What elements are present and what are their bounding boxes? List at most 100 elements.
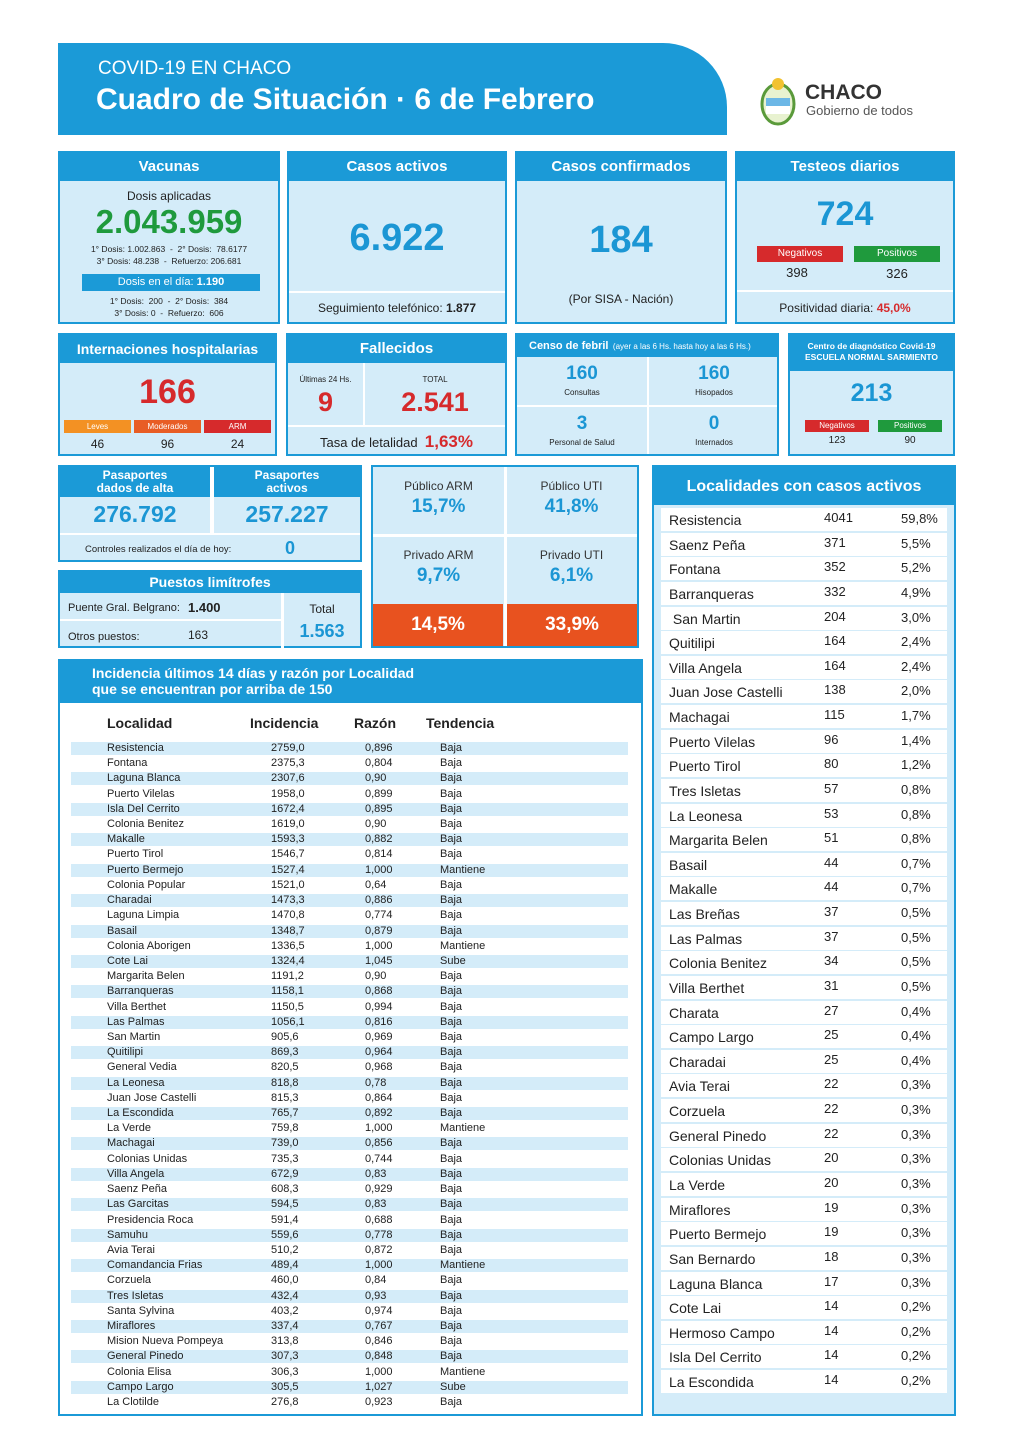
- card-title: Fallecidos: [288, 335, 505, 363]
- table-cell: 1546,7: [271, 848, 305, 861]
- table-cell: 305,5: [271, 1380, 299, 1393]
- cell-count: 115: [824, 707, 845, 723]
- day-label: Dosis en el día:: [117, 276, 194, 288]
- cell-share: 0,2%: [901, 1348, 931, 1364]
- table-cell: 1,000: [365, 1259, 393, 1272]
- table-cell: Baja: [440, 1396, 463, 1409]
- cell-share: 2,0%: [901, 683, 931, 699]
- table-cell: 591,4: [271, 1213, 299, 1226]
- cell-share: 0,5%: [901, 905, 931, 921]
- otros-value: 163: [188, 628, 209, 642]
- table-cell: 307,3: [271, 1350, 299, 1363]
- censo-period: (ayer a las 6 Hs. hasta hoy a las 6 Hs.): [612, 342, 751, 351]
- controles-label: Controles realizados el día de hoy:: [85, 544, 232, 555]
- table-row: Charadai 25 0,4%: [661, 1049, 947, 1073]
- table-cell: Baja: [440, 985, 463, 998]
- cell-name: La Verde: [669, 1177, 726, 1193]
- cell-share: 0,4%: [901, 1028, 931, 1044]
- note-value: 1.877: [446, 301, 477, 315]
- alta-value: 276.792: [93, 501, 177, 527]
- vacunas-detail: 3° Dosis: 48.238 - Refuerzo: 206.681: [96, 256, 242, 266]
- table-row: Barranqueras 332 4,9%: [661, 581, 947, 605]
- cell-count: 44: [824, 879, 839, 895]
- table-cell: Mantiene: [440, 1122, 486, 1135]
- table-cell: Baja: [440, 848, 463, 861]
- day-detail: 1° Dosis: 200 - 2° Dosis: 384: [109, 296, 229, 306]
- negativos-pill: Negativos: [757, 246, 843, 262]
- row-stripe: [71, 894, 628, 908]
- table-cell: 0,93: [365, 1289, 387, 1302]
- cell-count: 27: [824, 1002, 839, 1018]
- table-cell: 0,90: [365, 772, 387, 785]
- divider: [281, 593, 284, 648]
- table-cell: Isla Del Cerrito: [107, 802, 180, 815]
- table-cell: 815,3: [271, 1091, 299, 1104]
- table-cell: 905,6: [271, 1030, 299, 1043]
- table-cell: 276,8: [271, 1396, 299, 1409]
- rate-label: Tasa de letalidad: [319, 435, 418, 450]
- table-row: Colonias Unidas 20 0,3%: [661, 1148, 947, 1172]
- divider: [373, 534, 637, 537]
- card-title: Censo de febril: [529, 340, 609, 352]
- positivos-value: 326: [886, 266, 908, 281]
- censo-label: Hisopados: [695, 388, 733, 397]
- table-cell: Barranqueras: [107, 985, 174, 998]
- table-cell: La Escondida: [107, 1107, 174, 1120]
- severity-value: 46: [90, 437, 105, 451]
- cell-count: 31: [824, 977, 839, 993]
- table-cell: 460,0: [271, 1274, 299, 1287]
- activos-card: Casos activos 6.922 Seguimiento telefóni…: [287, 151, 507, 324]
- cell-share: 0,5%: [901, 978, 931, 994]
- label-line: activos: [266, 481, 308, 495]
- cell-label: Público ARM: [404, 479, 473, 493]
- cell-name: Saenz Peña: [669, 536, 746, 553]
- table-cell: Baja: [440, 1061, 463, 1074]
- cell-share: 5,5%: [901, 535, 931, 551]
- table-cell: Baja: [440, 1137, 463, 1150]
- cell-value: 9,7%: [416, 565, 461, 586]
- table-cell: 337,4: [271, 1319, 299, 1332]
- cell-label: Público UTI: [540, 479, 603, 493]
- table-cell: Basail: [107, 924, 137, 937]
- table-cell: Margarita Belen: [107, 970, 185, 983]
- table-cell: Puerto Tirol: [107, 848, 164, 861]
- table-cell: 1521,0: [271, 878, 305, 891]
- table-row: Campo Largo 25 0,4%: [661, 1025, 947, 1049]
- cell-name: Margarita Belen: [669, 832, 768, 849]
- card-title: Testeos diarios: [737, 153, 953, 181]
- table-cell: Laguna Limpia: [107, 909, 180, 922]
- cell-name: San Martin: [669, 610, 741, 627]
- table-cell: 489,4: [271, 1259, 299, 1272]
- row-stripe: [71, 985, 628, 999]
- cell-name: Juan Jose Castelli: [669, 684, 783, 701]
- table-cell: 1,000: [365, 1122, 393, 1135]
- table-cell: Mision Nueva Pompeya: [107, 1335, 224, 1348]
- table-cell: Baja: [440, 1091, 463, 1104]
- table-cell: Baja: [440, 1319, 463, 1332]
- cell-name: Tres Isletas: [669, 782, 741, 799]
- row-stripe: [71, 924, 628, 938]
- row-stripe: [71, 1167, 628, 1181]
- table-cell: 0,778: [365, 1228, 393, 1241]
- table-cell: Mantiene: [440, 1365, 486, 1378]
- table-cell: 1348,7: [271, 924, 305, 937]
- controles-value: 0: [285, 538, 296, 558]
- cell-count: 20: [824, 1175, 839, 1190]
- censo-header: Censo de febril (ayer a las 6 Hs. hasta …: [517, 335, 777, 357]
- cell-share: 0,5%: [901, 929, 931, 945]
- row-stripe: [71, 802, 628, 816]
- cell-name: Villa Angela: [669, 659, 742, 676]
- logo-emblem: [760, 78, 796, 126]
- cell-label: Privado ARM: [403, 548, 474, 562]
- table-cell: Baja: [440, 1198, 463, 1211]
- table-cell: La Leonesa: [107, 1076, 165, 1089]
- cell-share: 0,2%: [901, 1323, 931, 1339]
- table-cell: 0,882: [365, 833, 393, 846]
- table-row: Tres Isletas 57 0,8%: [661, 778, 947, 802]
- table-cell: 0,868: [365, 985, 393, 998]
- cell-count: 22: [824, 1101, 839, 1117]
- cell-name: Colonia Benitez: [669, 955, 768, 972]
- cell-name: Miraflores: [669, 1201, 731, 1218]
- column-header: Tendencia: [426, 715, 495, 731]
- negativos-pill: Negativos: [805, 420, 869, 432]
